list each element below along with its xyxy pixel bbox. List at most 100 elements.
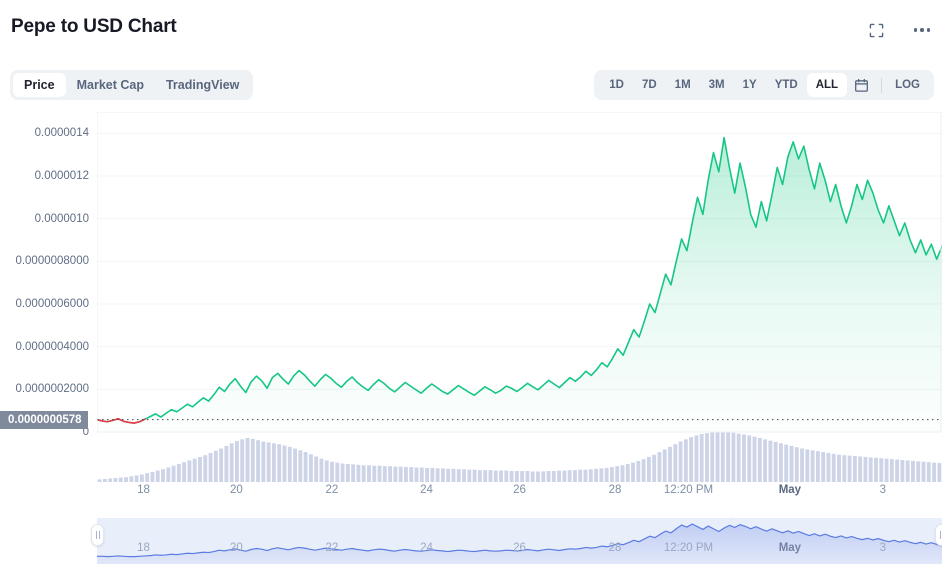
- volume-bar: [467, 469, 472, 482]
- x-axis-tick: 28: [608, 484, 622, 496]
- volume-bar: [229, 443, 234, 482]
- volume-bar: [578, 469, 583, 482]
- log-scale-button[interactable]: LOG: [895, 79, 920, 91]
- volume-bar: [277, 444, 282, 482]
- range-1d[interactable]: 1D: [609, 79, 624, 91]
- volume-bar: [139, 474, 144, 482]
- volume-bar: [456, 469, 461, 482]
- volume-bar: [583, 469, 588, 482]
- tab-price[interactable]: Price: [13, 73, 66, 97]
- navigator-svg: [97, 523, 942, 564]
- navigator-handle-left[interactable]: [91, 524, 104, 546]
- volume-bar: [588, 469, 593, 482]
- volume-bar: [694, 435, 699, 482]
- volume-bar: [731, 432, 736, 482]
- volume-bar: [182, 462, 187, 482]
- volume-bar: [726, 432, 731, 482]
- y-axis-tick: 0.0000014: [34, 127, 89, 140]
- navigator-area-fill: [97, 524, 942, 564]
- volume-bar: [97, 479, 102, 482]
- volume-bar: [863, 456, 868, 482]
- price-chart-svg: [97, 112, 942, 482]
- volume-bar: [810, 450, 815, 482]
- volume-bar: [335, 462, 340, 482]
- x-axis-tick: 18: [137, 484, 150, 496]
- volume-bar: [858, 456, 863, 482]
- volume-bar: [615, 466, 620, 482]
- volume-bar: [768, 440, 773, 482]
- volume-bar: [124, 477, 128, 482]
- volume-bar: [108, 478, 113, 482]
- volume-bar: [404, 467, 408, 482]
- chart-type-tabs: Price Market Cap TradingView: [10, 70, 254, 100]
- x-axis-tick: May: [778, 484, 802, 496]
- volume-bar: [351, 464, 356, 482]
- volume-bar: [815, 451, 820, 482]
- volume-bar: [440, 468, 445, 482]
- x-axis-tick: 3: [879, 484, 887, 496]
- volume-bar: [388, 466, 393, 482]
- chart-navigator[interactable]: 18 20 22 24 26 28 12:20 PM May 3: [91, 518, 942, 564]
- volume-bar: [916, 461, 921, 482]
- navigator-x-tick: 12:20 PM: [663, 542, 714, 554]
- volume-bar: [340, 463, 345, 482]
- volume-bar: [409, 467, 414, 482]
- tab-tradingview[interactable]: TradingView: [165, 78, 240, 92]
- plot-area[interactable]: [97, 112, 942, 516]
- volume-bar: [308, 454, 313, 482]
- volume-bar: [683, 439, 688, 482]
- volume-bar: [462, 469, 466, 482]
- range-1m[interactable]: 1M: [674, 79, 691, 91]
- volume-bar: [525, 471, 530, 482]
- range-7d[interactable]: 7D: [641, 79, 657, 91]
- volume-bar: [715, 431, 720, 482]
- volume-bar: [451, 468, 456, 482]
- volume-bar: [673, 444, 678, 482]
- volume-bar: [905, 460, 910, 482]
- range-3m[interactable]: 3M: [708, 79, 725, 91]
- navigator-handle-right[interactable]: [935, 524, 942, 546]
- volume-bar: [414, 467, 419, 482]
- volume-bar: [657, 452, 662, 482]
- volume-bar: [361, 465, 366, 482]
- volume-bar: [789, 445, 794, 482]
- volume-bar: [176, 463, 181, 482]
- range-ytd[interactable]: YTD: [774, 79, 798, 91]
- volume-bar: [557, 470, 562, 482]
- volume-bar: [271, 443, 276, 482]
- calendar-icon[interactable]: [847, 78, 876, 93]
- volume-bar: [372, 465, 377, 482]
- volume-bar: [784, 444, 789, 482]
- volume-bar: [911, 460, 915, 482]
- volume-bar: [747, 435, 752, 482]
- volume-bar: [536, 471, 540, 482]
- y-axis-tick: 0.0000006000: [15, 298, 89, 310]
- x-axis-tick: 24: [420, 484, 433, 496]
- x-axis-tick: 22: [325, 484, 339, 496]
- volume-bar: [250, 438, 255, 482]
- x-axis: 18 20 22 24 26 28 12:20 PM May 3: [97, 484, 942, 506]
- volume-bar: [398, 466, 403, 482]
- volume-bar: [926, 462, 931, 482]
- volume-bar: [303, 452, 308, 482]
- volume-bar: [763, 439, 768, 482]
- more-options-icon[interactable]: [912, 20, 932, 40]
- range-1y[interactable]: 1Y: [742, 79, 757, 91]
- volume-bar: [604, 467, 609, 482]
- fullscreen-icon[interactable]: [866, 20, 886, 40]
- tab-market-cap[interactable]: Market Cap: [76, 78, 144, 92]
- volume-bar: [551, 471, 556, 482]
- volume-bar: [261, 441, 266, 482]
- volume-bar: [662, 449, 667, 482]
- volume-bar: [213, 450, 218, 482]
- navigator-x-tick: 24: [420, 542, 433, 554]
- y-axis-tick: 0.0000012: [34, 170, 89, 182]
- volume-bar: [382, 466, 387, 482]
- y-axis-tick: 0: [82, 426, 89, 438]
- range-all[interactable]: ALL: [806, 73, 848, 97]
- volume-bar: [620, 465, 625, 482]
- volume-bar: [884, 458, 889, 482]
- volume-bar: [631, 462, 635, 482]
- y-axis-tick: 0.0000010: [34, 212, 89, 225]
- y-axis-tick: 0.0000002000: [15, 383, 89, 396]
